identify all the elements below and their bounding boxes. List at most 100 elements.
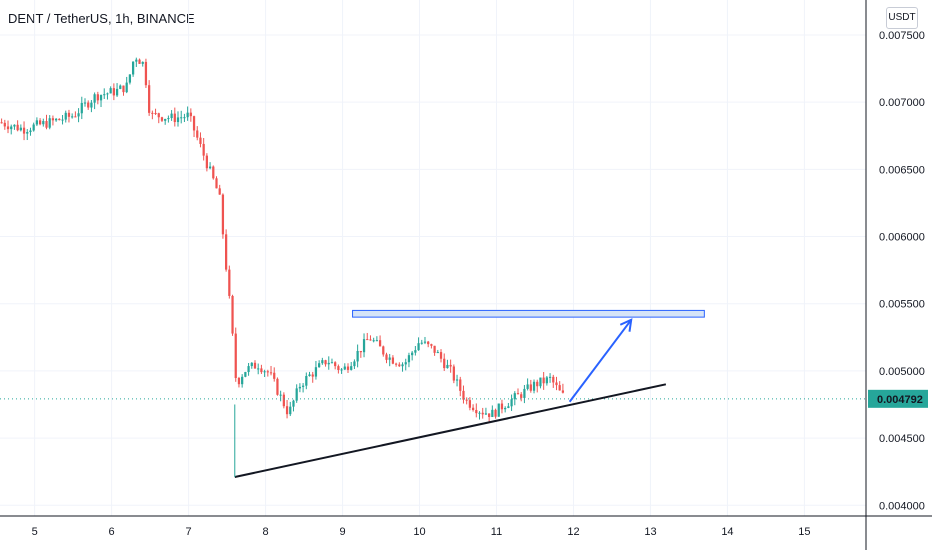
candle-body [144,61,148,86]
candle-body [67,112,71,117]
y-tick-label: 0.004000 [879,500,925,512]
candle-body [276,378,279,395]
candle-body [327,362,330,365]
candle-body [497,403,500,417]
candle-body [285,406,289,415]
candle-body [241,376,244,385]
candle-body [378,340,382,347]
candle-body [218,188,221,195]
candle-body [385,354,388,360]
candle-body [148,85,151,113]
candle-body [122,85,125,93]
candle-body [337,366,340,371]
candle-body [90,102,93,108]
candle-body [436,352,439,354]
candle-body [45,121,48,128]
y-tick-label: 0.004500 [879,433,925,445]
candle-body [269,372,273,374]
candle-body [205,155,209,169]
candle-body [359,350,362,353]
candle-body [366,339,369,341]
candle-body [96,94,99,101]
candle-body [157,113,160,118]
candle-body [260,368,263,373]
arrow-head [619,318,633,332]
candle-body [398,364,401,367]
candle-body [151,112,154,114]
candle-body [196,130,199,138]
candle-body [443,358,446,369]
candle-body [481,412,484,415]
candle-body [471,407,475,410]
candle-body [289,406,292,415]
candle-body [494,409,497,417]
candle-body [176,117,180,123]
candle-body [279,394,282,396]
candle-body [19,127,22,131]
candle-body [125,82,128,93]
candle-body [561,390,565,393]
candle-body [353,361,356,367]
y-tick-label: 0.006500 [879,164,925,176]
candle-body [356,350,359,362]
y-tick-label: 0.005000 [879,366,925,378]
currency-button[interactable]: USDT [886,7,918,29]
candle-body [64,112,67,120]
candle-body [484,413,488,415]
candle-body [369,339,372,341]
candle-body [552,376,555,383]
candle-body [513,393,516,400]
candle-body [74,116,77,118]
candle-body [391,357,395,364]
candle-body [292,400,295,407]
candle-body [32,124,35,131]
x-tick-label: 9 [339,526,345,538]
candle-body [491,409,494,417]
candle-body [507,406,510,408]
candle-body [109,88,112,94]
grid-layer [0,0,866,516]
candle-body [208,166,212,169]
candle-body [449,364,452,367]
candle-body [488,413,491,417]
candle-body [77,113,80,117]
candle-body [478,412,481,414]
candles-layer [0,57,565,423]
candle-body [93,94,96,103]
candle-body [228,269,231,296]
candle-body [180,117,183,119]
candle-body [199,137,202,144]
candle-body [308,374,311,377]
candle-body [295,388,298,401]
candle-body [314,367,318,377]
candle-body [234,333,237,379]
candle-body [112,88,115,96]
candle-body [516,393,520,395]
candle-body [423,341,427,343]
candle-body [237,378,241,385]
candle-body [141,61,144,64]
candle-body [128,74,132,83]
candle-body [29,130,32,133]
candle-body [138,59,141,64]
drawings-layer[interactable] [0,309,866,479]
candle-body [301,385,305,387]
candle-body [555,382,558,386]
candle-body [523,388,526,398]
candle-body [83,102,87,104]
candle-body [221,194,225,235]
candle-body [417,343,420,351]
candle-body [224,234,228,270]
candle-body [532,381,536,391]
candle-body [10,126,13,130]
candle-body [350,366,353,370]
candle-body [420,342,423,344]
candle-body [257,368,260,370]
candle-body [173,113,176,123]
candle-body [135,59,138,62]
candle-body [106,93,109,95]
candle-body [119,85,122,89]
candle-body [346,366,350,370]
candle-body [548,376,552,378]
